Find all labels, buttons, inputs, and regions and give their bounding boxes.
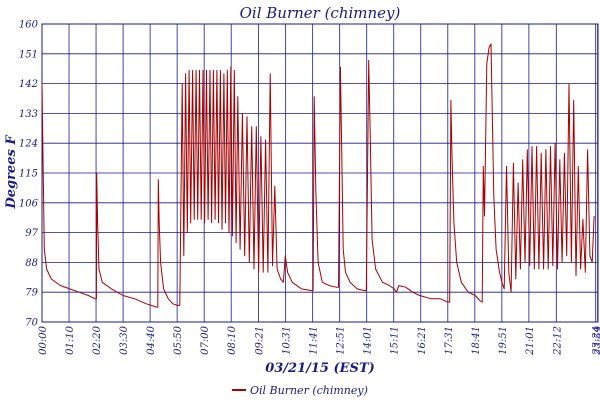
y-tick-label: 142 [19, 79, 38, 90]
y-tick-label: 151 [19, 49, 38, 60]
series-group [41, 43, 595, 308]
x-tick-label: 10:31 [282, 326, 293, 355]
x-tick-label: 19:51 [498, 326, 509, 355]
x-tick-label: 14:01 [363, 326, 374, 355]
x-tick-label: 15:11 [390, 326, 401, 355]
x-tick-label: 12:51 [336, 326, 347, 355]
x-tick-label: 08:10 [227, 325, 238, 354]
x-tick-label: 02:20 [92, 325, 103, 354]
grid [41, 23, 599, 323]
y-tick-label: 97 [25, 228, 38, 239]
y-tick-label: 79 [25, 288, 38, 299]
legend: Oil Burner (chimney) [232, 384, 368, 397]
x-axis-label: 03/21/15 (EST) [265, 361, 375, 376]
y-tick-label: 124 [19, 139, 38, 150]
x-tick-label: 01:10 [65, 325, 76, 354]
x-tick-label: 05:50 [173, 325, 184, 354]
x-tick-label: 00:00 [38, 325, 49, 354]
y-tick-label: 160 [19, 20, 39, 31]
series-line [41, 43, 595, 308]
y-tick-label: 106 [19, 198, 39, 209]
x-tick-label: 09:21 [255, 326, 266, 355]
x-tick-label: 21:01 [525, 326, 536, 356]
x-tick-label: 16:21 [417, 326, 428, 355]
x-tick-label: 23:59 [594, 325, 600, 355]
x-tick-label: 03:30 [119, 325, 130, 354]
y-axis-ticks: 70 79 88 97 106 115 124 133 142 151 160 [19, 20, 39, 329]
y-tick-label: 133 [19, 109, 38, 120]
y-axis-label: Degrees F [4, 135, 19, 210]
x-axis-ticks: 00:00 01:10 02:20 03:30 04:40 05:50 07:00 08:10… [38, 325, 600, 355]
x-tick-label: 04:40 [146, 325, 157, 354]
x-tick-label: 07:00 [200, 325, 211, 354]
x-tick-label: 11:41 [309, 326, 320, 355]
x-tick-label: 18:41 [471, 326, 482, 355]
x-tick-label: 23:24 [592, 326, 600, 356]
y-tick-label: 70 [25, 318, 38, 329]
x-tick-label: 17:31 [444, 326, 455, 355]
y-tick-label: 88 [25, 258, 38, 269]
y-tick-label: 115 [19, 169, 38, 180]
legend-label: Oil Burner (chimney) [250, 384, 368, 397]
x-tick-label: 22:12 [552, 326, 563, 356]
chart-title: Oil Burner (chimney) [240, 4, 401, 22]
